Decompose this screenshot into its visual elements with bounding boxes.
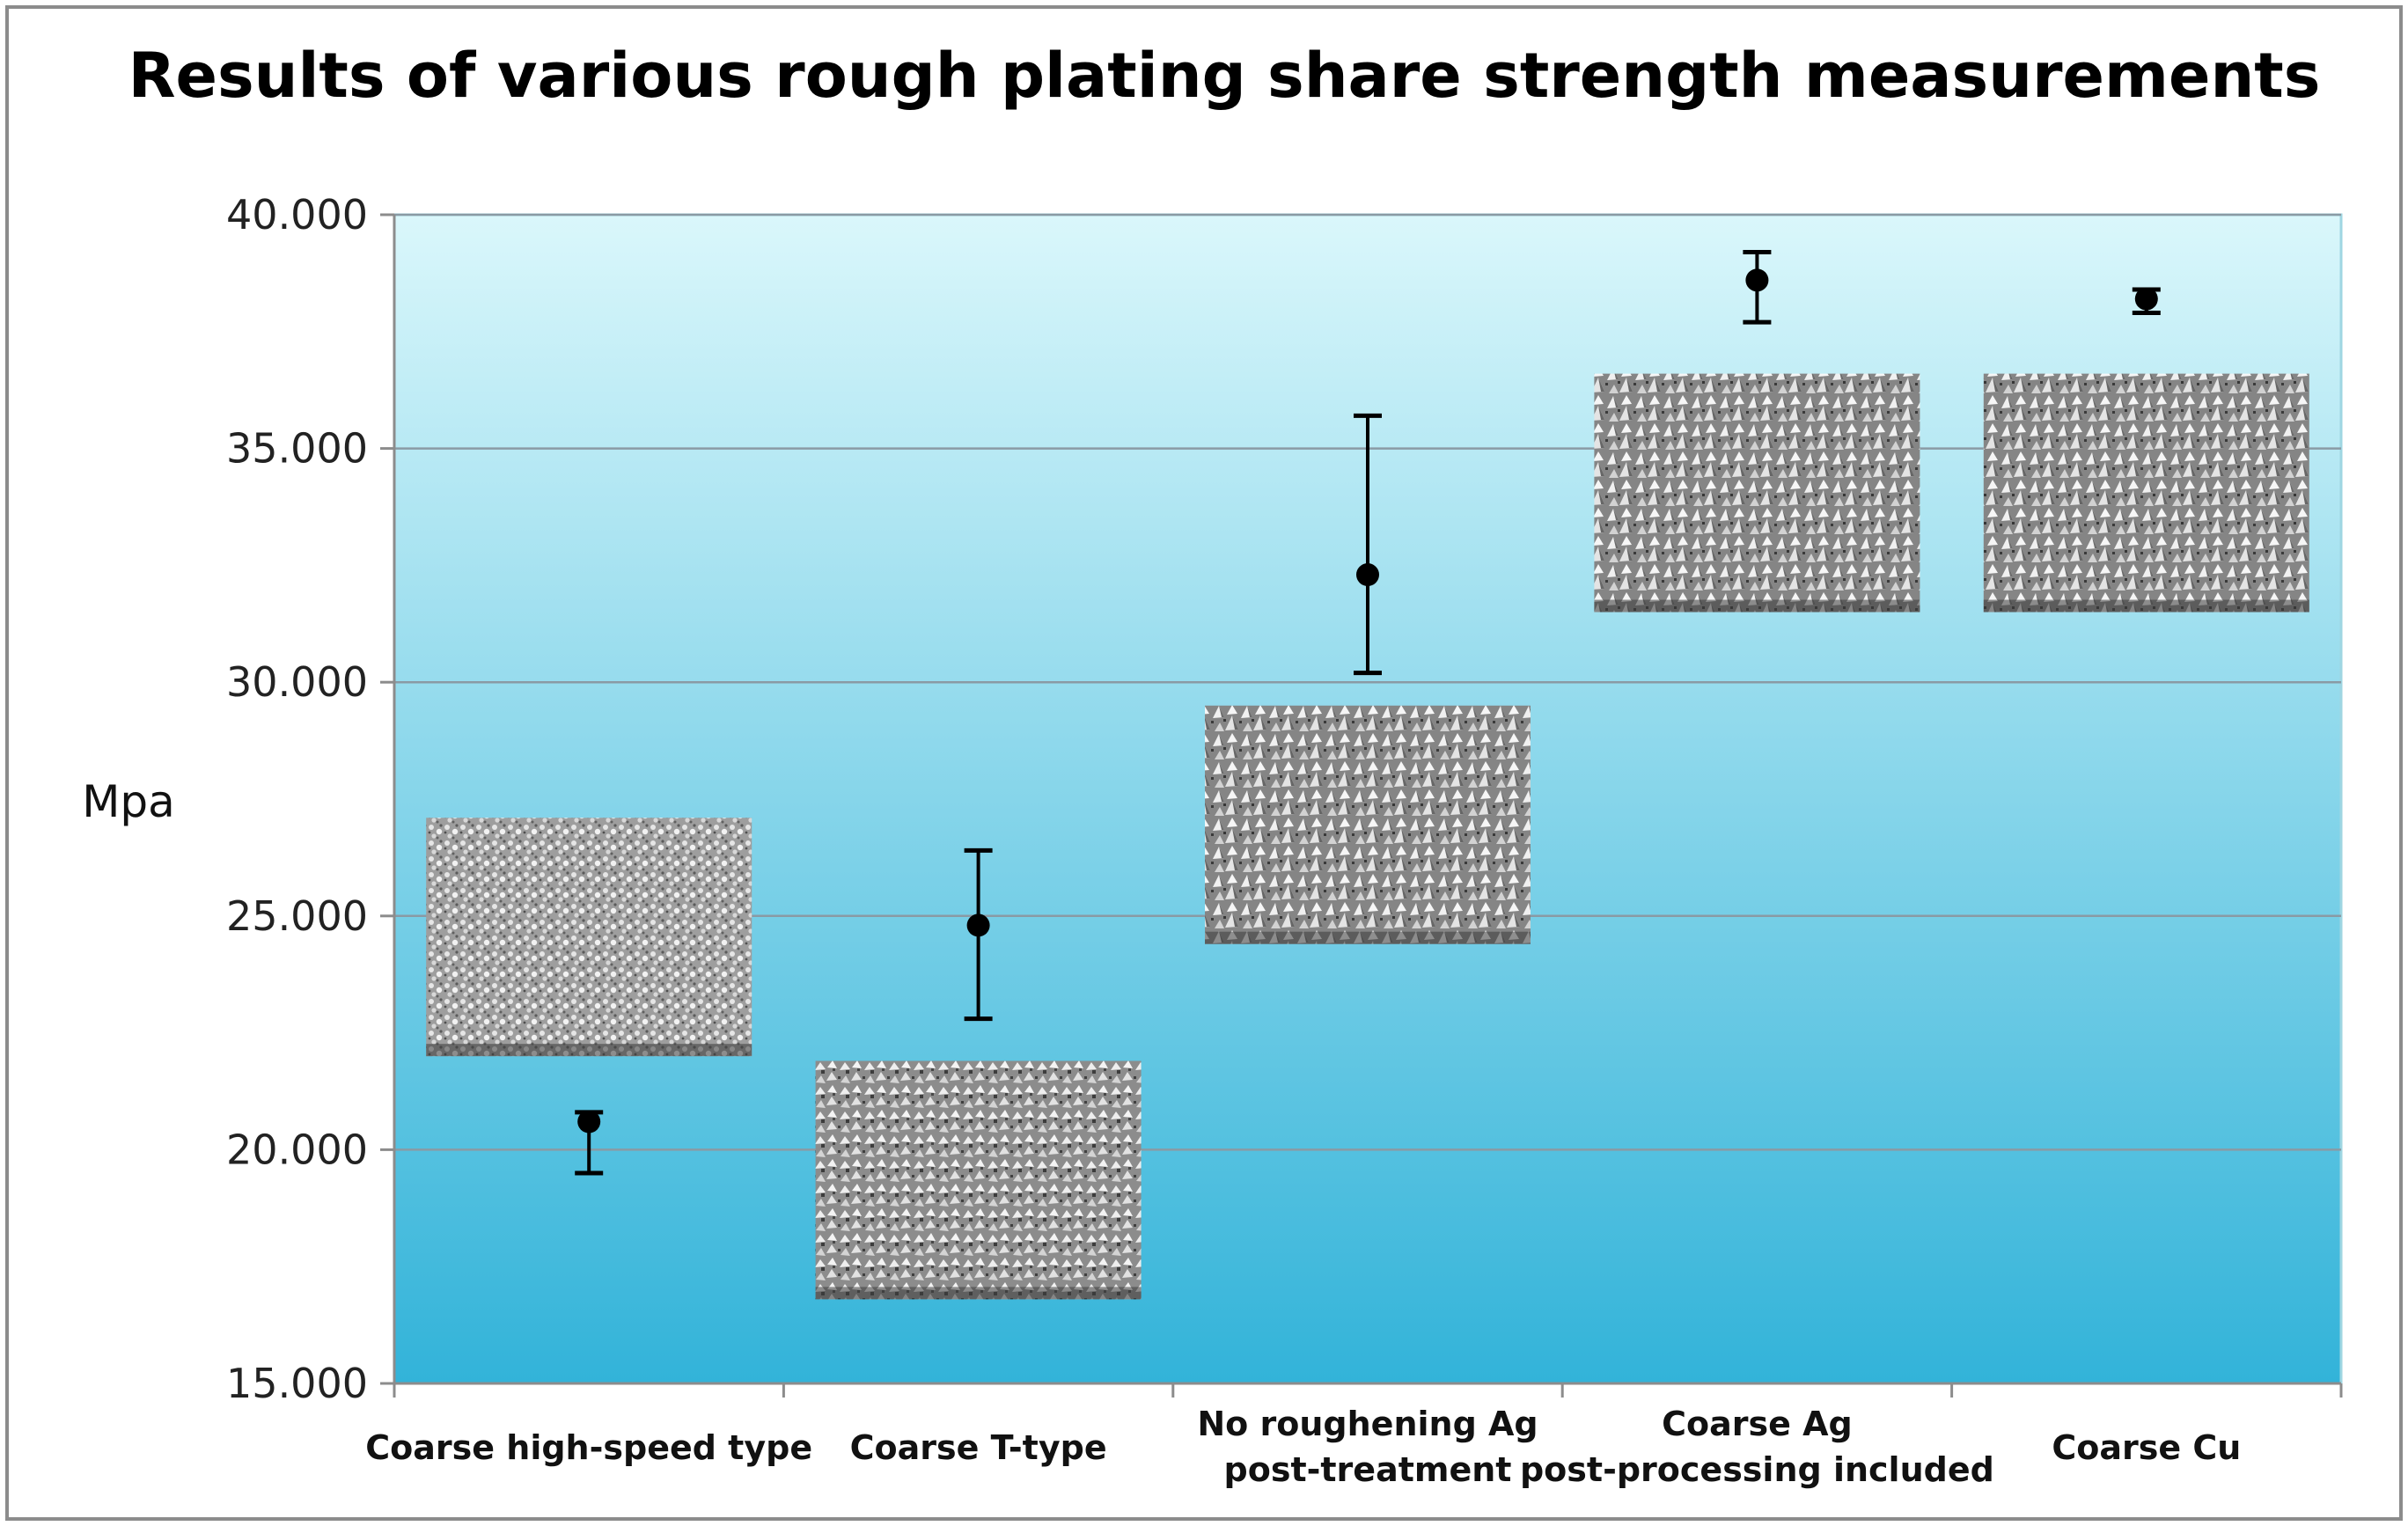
data-point-marker	[966, 913, 990, 937]
axes	[380, 213, 2343, 1398]
sem-micrograph-scalebar	[1983, 599, 2309, 613]
x-category-label: post-treatment	[1224, 1450, 1512, 1489]
y-axis-ticks: 15.000 20.000 25.000 30.000 35.000 40.000	[226, 191, 368, 1407]
x-category-label: Coarse Ag	[1662, 1405, 1853, 1443]
data-point-marker	[2134, 287, 2158, 311]
data-point-marker	[1356, 563, 1379, 587]
sem-micrograph-scalebar	[815, 1287, 1142, 1300]
data-point-with-error-bar	[964, 847, 993, 1022]
data-points	[575, 249, 2161, 1176]
y-tick-label: 35.000	[226, 425, 368, 473]
y-tick-label: 25.000	[226, 892, 368, 940]
data-point-with-error-bar	[1743, 249, 1772, 325]
sem-micrograph-scalebar	[1205, 931, 1531, 944]
sem-micrograph-image	[1205, 705, 1531, 944]
x-category-label: No roughening Ag	[1197, 1405, 1538, 1443]
sem-micrograph-scalebar	[426, 1044, 752, 1057]
data-point-with-error-bar	[2132, 287, 2161, 316]
y-tick-label: 40.000	[226, 191, 368, 238]
x-category-label: Coarse T-type	[850, 1428, 1107, 1467]
data-point-marker	[1745, 268, 1769, 292]
sem-micrograph-image	[815, 1060, 1142, 1300]
y-tick-label: 15.000	[226, 1360, 368, 1407]
data-point-marker	[577, 1110, 601, 1133]
x-category-label: Coarse high-speed type	[365, 1428, 812, 1467]
data-point-with-error-bar	[575, 1110, 604, 1176]
y-tick-label: 20.000	[226, 1126, 368, 1173]
x-axis-categories: Coarse high-speed type Coarse T-type No ro…	[365, 1405, 2241, 1489]
data-point-with-error-bar	[1354, 413, 1382, 676]
sem-micrograph-scalebar	[1594, 599, 1920, 613]
x-category-label: Coarse Cu	[2052, 1428, 2241, 1467]
sem-micrograph-image	[1594, 373, 1920, 613]
chart-title: Results of various rough plating share s…	[128, 40, 2321, 112]
sem-micrograph-image	[1983, 373, 2309, 613]
sem-micrograph-image	[426, 818, 752, 1057]
sem-image-insets	[426, 373, 2309, 1300]
y-axis-label: Mpa	[82, 776, 175, 827]
x-category-label: post-processing included	[1520, 1450, 1994, 1489]
y-tick-label: 30.000	[226, 658, 368, 706]
